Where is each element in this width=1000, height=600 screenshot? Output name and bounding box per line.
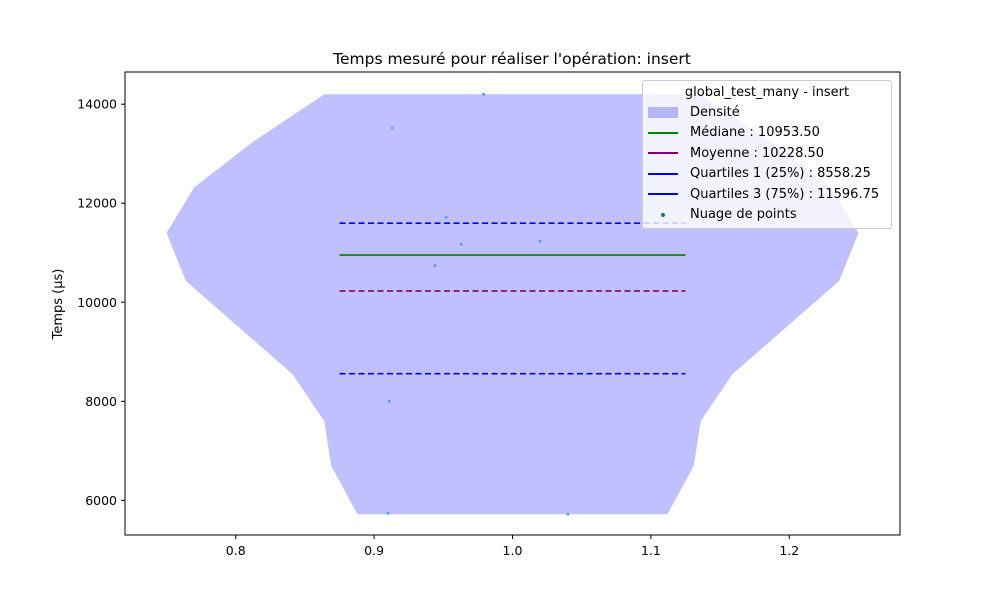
- legend-swatch-q3: [648, 188, 678, 200]
- legend-item-points: Nuage de points: [643, 205, 891, 226]
- y-axis: 6000 8000 10000 12000 14000: [77, 97, 125, 508]
- x-tick-label: 0.9: [364, 543, 384, 558]
- legend-swatch-median: [648, 127, 678, 139]
- x-tick-label: 1.1: [641, 543, 661, 558]
- legend-item-median: Médiane : 10953.50: [643, 123, 891, 144]
- scatter-point: [386, 511, 390, 515]
- y-tick-label: 8000: [85, 394, 117, 409]
- legend-label-density: Densité: [690, 104, 740, 120]
- legend-swatch-mean: [648, 147, 678, 159]
- scatter-point: [459, 242, 463, 246]
- legend-title: global_test_many - insert: [684, 85, 850, 100]
- legend-swatch-density: [648, 106, 678, 118]
- legend-label-median: Médiane : 10953.50: [690, 125, 820, 141]
- x-tick-label: 1.0: [503, 543, 523, 558]
- y-tick-label: 10000: [77, 295, 117, 310]
- scatter-point: [387, 399, 391, 403]
- legend-item-q3: Quartiles 3 (75%) : 11596.75: [643, 184, 891, 205]
- x-tick-label: 1.2: [779, 543, 799, 558]
- legend-item-q1: Quartiles 1 (25%) : 8558.25: [643, 164, 891, 185]
- y-tick-label: 12000: [77, 196, 117, 211]
- legend-swatch-points: [648, 209, 678, 221]
- scatter-point: [566, 512, 570, 516]
- y-tick-label: 14000: [77, 97, 117, 112]
- legend-item-density: Densité: [643, 102, 891, 123]
- legend-items: Densité Médiane : 10953.50 Moyenne : 10228…: [643, 102, 891, 225]
- legend-swatch-q1: [648, 168, 678, 180]
- y-axis-label: Temps (µs): [51, 269, 66, 341]
- x-tick-label: 0.8: [226, 543, 246, 558]
- legend-label-mean: Moyenne : 10228.50: [690, 145, 825, 161]
- legend: global_test_many - insert Densité Médiane…: [642, 80, 892, 229]
- legend-label-points: Nuage de points: [690, 207, 797, 223]
- chart-title: Temps mesuré pour réaliser l'opération: …: [332, 50, 691, 68]
- scatter-point: [538, 239, 542, 243]
- scatter-point: [390, 126, 394, 130]
- legend-item-mean: Moyenne : 10228.50: [643, 143, 891, 164]
- x-axis: 0.8 0.9 1.0 1.1 1.2: [226, 535, 799, 558]
- legend-label-q1: Quartiles 1 (25%) : 8558.25: [690, 166, 871, 182]
- y-tick-label: 6000: [85, 493, 117, 508]
- legend-label-q3: Quartiles 3 (75%) : 11596.75: [690, 186, 880, 202]
- scatter-point: [481, 92, 485, 96]
- scatter-point: [444, 215, 448, 219]
- scatter-point: [433, 264, 437, 268]
